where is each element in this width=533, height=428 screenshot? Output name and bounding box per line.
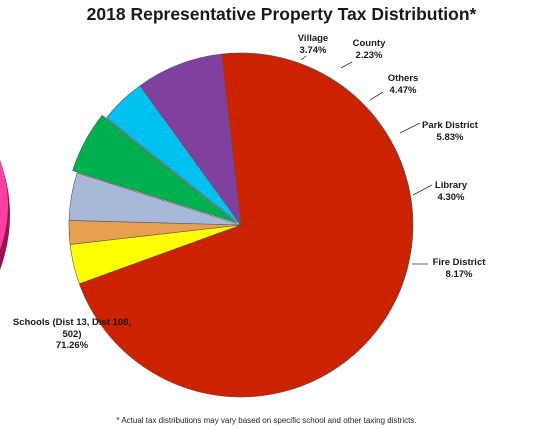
slice-percent: 5.83% <box>436 131 464 143</box>
slice-percent: 4.47% <box>389 84 417 96</box>
slice-percent: 2.23% <box>355 49 383 61</box>
pie-slice-schools-dist-13-dist-108-502 <box>78 52 414 398</box>
slice-label: County 2.23% <box>349 38 389 61</box>
slice-label: Schools (Dist 13, Dist 108, 502) 71.26% <box>7 317 137 352</box>
slice-name: Schools (Dist 13, Dist 108, 502) <box>12 317 132 340</box>
leader-line <box>340 61 353 69</box>
slice-label: Park District 5.83% <box>412 120 488 143</box>
leader-line <box>300 55 307 61</box>
pie-slice-others <box>68 172 242 226</box>
pie-slice-fire-district <box>139 53 242 227</box>
slice-label: Others 4.47% <box>383 73 423 96</box>
leader-line <box>399 122 421 134</box>
slice-label: Village 3.74% <box>290 33 336 56</box>
slice-label: Library 4.30% <box>431 180 471 203</box>
slice-name: Fire District <box>432 257 486 268</box>
pie-slice-park-district <box>72 114 237 223</box>
slice-name: Park District <box>422 120 478 131</box>
leader-line <box>369 91 384 101</box>
slice-name: Library <box>434 180 468 191</box>
slice-percent: 4.30% <box>437 191 465 203</box>
slice-percent: 8.17% <box>445 268 473 280</box>
leader-line <box>412 184 433 196</box>
slice-label: Fire District 8.17% <box>421 257 497 280</box>
slice-name: Others <box>387 73 419 84</box>
slice-percent: 3.74% <box>299 44 327 56</box>
slice-name: County <box>352 38 386 49</box>
partial-pie-decoration <box>0 160 10 270</box>
slice-name: Village <box>297 33 329 44</box>
slice-percent: 71.26% <box>55 340 89 351</box>
chart-title: 2018 Representative Property Tax Distrib… <box>86 4 477 24</box>
chart-footnote: * Actual tax distributions may vary base… <box>116 416 417 425</box>
